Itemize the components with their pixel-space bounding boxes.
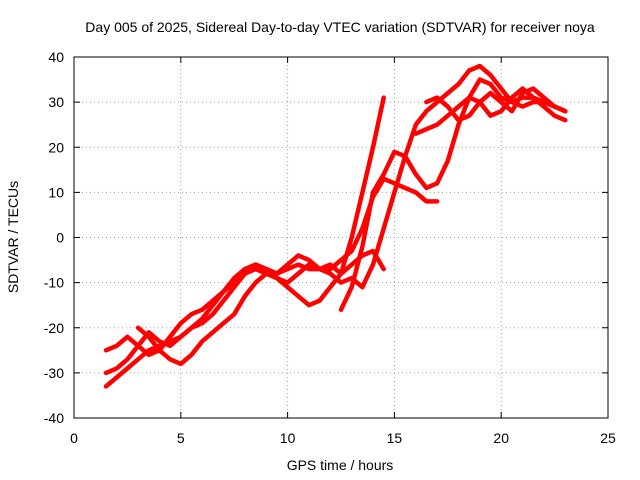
y-tick-label: 10 (48, 184, 64, 200)
y-tick-label: 0 (56, 230, 64, 246)
series-line-5 (338, 77, 568, 312)
plot-frame (73, 56, 609, 419)
y-axis-label: SDTVAR / TECUs (5, 181, 21, 293)
series-group (103, 63, 568, 389)
x-tick-label: 5 (177, 430, 185, 446)
x-tick-label: 15 (387, 430, 403, 446)
series-line-8 (424, 86, 568, 123)
x-tick-label: 20 (493, 430, 509, 446)
y-tick-label: -20 (44, 320, 64, 336)
series-line-4 (135, 176, 440, 367)
y-tick-label: -10 (44, 275, 64, 291)
series-line-3 (103, 95, 386, 389)
x-tick-label: 10 (280, 430, 296, 446)
x-tick-label: 0 (70, 430, 78, 446)
y-tick-label: 40 (48, 49, 64, 65)
y-tick-label: -40 (44, 410, 64, 426)
ticks: 0 5 10 15 20 25 -40 -30 -20 -10 0 10 20 30 40 (44, 49, 616, 446)
y-tick-label: 20 (48, 139, 64, 155)
y-tick-label: 30 (48, 94, 64, 110)
y-tick-label: -30 (44, 365, 64, 381)
chart-title: Day 005 of 2025, Sidereal Day-to-day VTE… (85, 19, 595, 35)
series-line-7 (413, 86, 568, 136)
x-axis-label: GPS time / hours (287, 457, 394, 473)
series-line-6 (360, 63, 568, 290)
x-tick-label: 25 (600, 430, 616, 446)
